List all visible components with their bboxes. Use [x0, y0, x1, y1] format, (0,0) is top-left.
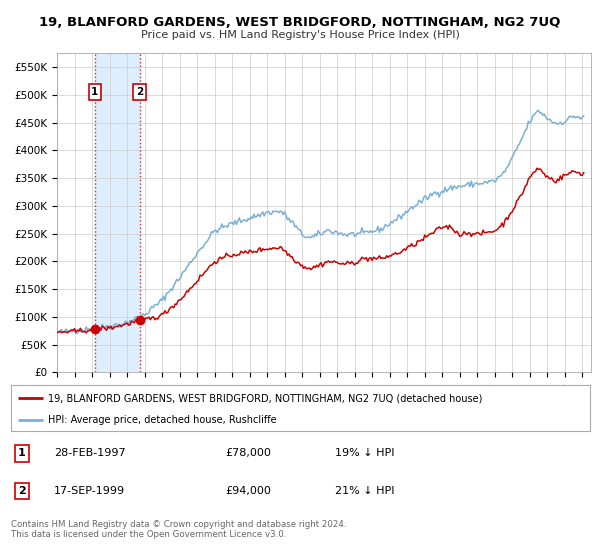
Text: 19% ↓ HPI: 19% ↓ HPI — [335, 449, 395, 459]
Text: 2: 2 — [136, 87, 143, 97]
Text: £78,000: £78,000 — [225, 449, 271, 459]
Text: 17-SEP-1999: 17-SEP-1999 — [54, 486, 125, 496]
Text: 19, BLANFORD GARDENS, WEST BRIDGFORD, NOTTINGHAM, NG2 7UQ (detached house): 19, BLANFORD GARDENS, WEST BRIDGFORD, NO… — [49, 393, 483, 403]
Text: 28-FEB-1997: 28-FEB-1997 — [54, 449, 126, 459]
Text: Contains HM Land Registry data © Crown copyright and database right 2024.
This d: Contains HM Land Registry data © Crown c… — [11, 520, 346, 539]
Bar — [95, 53, 140, 372]
Text: 1: 1 — [91, 87, 98, 97]
Text: £94,000: £94,000 — [225, 486, 271, 496]
Text: 2: 2 — [18, 486, 25, 496]
Text: 19, BLANFORD GARDENS, WEST BRIDGFORD, NOTTINGHAM, NG2 7UQ: 19, BLANFORD GARDENS, WEST BRIDGFORD, NO… — [40, 16, 560, 29]
Text: 1: 1 — [18, 449, 25, 459]
Text: Price paid vs. HM Land Registry's House Price Index (HPI): Price paid vs. HM Land Registry's House … — [140, 30, 460, 40]
Text: 21% ↓ HPI: 21% ↓ HPI — [335, 486, 395, 496]
Text: HPI: Average price, detached house, Rushcliffe: HPI: Average price, detached house, Rush… — [49, 415, 277, 424]
